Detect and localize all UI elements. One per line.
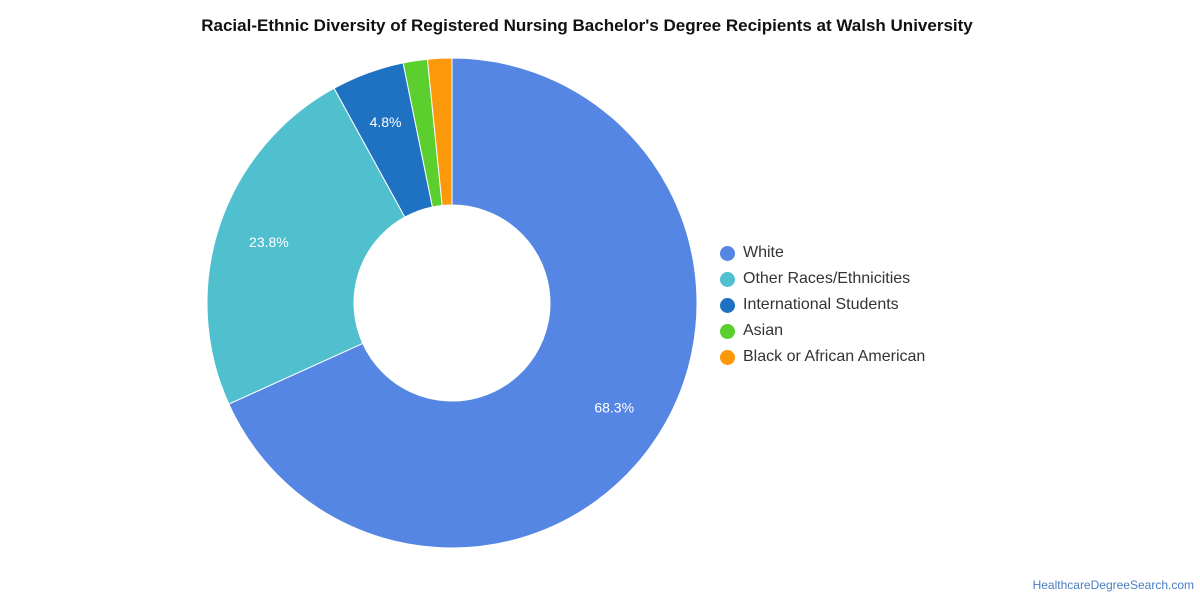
- data-label-international-students: 4.8%: [370, 114, 402, 130]
- data-label-white: 68.3%: [594, 400, 634, 416]
- legend-label: International Students: [743, 296, 899, 313]
- legend-swatch: [720, 271, 735, 287]
- legend-swatch: [720, 297, 735, 313]
- legend-item-other-races-ethnicities[interactable]: Other Races/Ethnicities: [720, 266, 925, 292]
- source-watermark[interactable]: HealthcareDegreeSearch.com: [1032, 578, 1194, 592]
- donut-slices: [206, 57, 698, 549]
- legend-swatch: [720, 245, 735, 261]
- slice-black-or-african-american[interactable]: [426, 57, 453, 207]
- chart-legend: White Other Races/Ethnicities Internationa…: [720, 240, 925, 370]
- legend-swatch: [720, 323, 735, 339]
- legend-item-international-students[interactable]: International Students: [720, 292, 925, 318]
- legend-swatch: [720, 349, 735, 365]
- legend-label: Other Races/Ethnicities: [743, 270, 911, 287]
- legend-item-white[interactable]: White: [720, 240, 925, 266]
- legend-label: White: [743, 244, 784, 261]
- legend-label: Asian: [743, 322, 784, 339]
- legend-item-asian[interactable]: Asian: [720, 318, 925, 344]
- slice-other-races-ethnicities[interactable]: [206, 87, 406, 405]
- chart-title: Racial-Ethnic Diversity of Registered Nu…: [201, 16, 973, 35]
- slice-white[interactable]: [228, 57, 698, 549]
- legend-item-black-or-african-american[interactable]: Black or African American: [720, 344, 925, 370]
- donut-data-labels: 68.3% 23.8% 4.8%: [249, 114, 634, 416]
- data-label-other-races-ethnicities: 23.8%: [249, 234, 289, 250]
- legend-label: Black or African American: [743, 348, 926, 365]
